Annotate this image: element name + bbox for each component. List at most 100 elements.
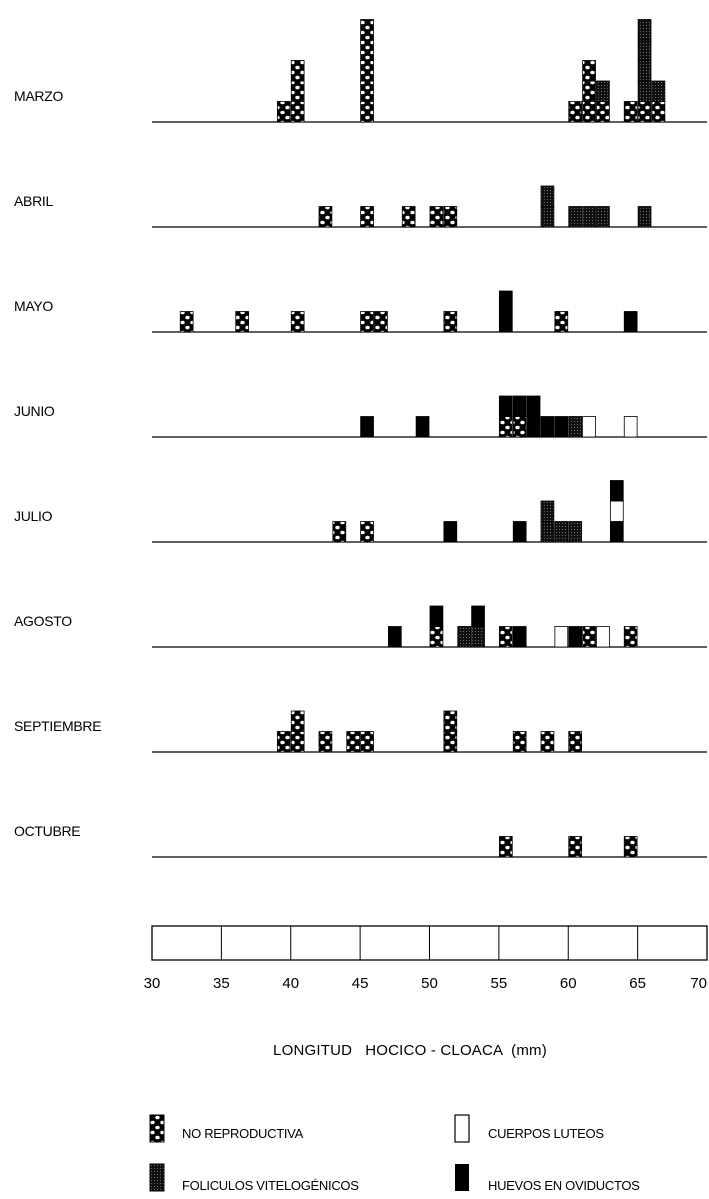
bar-segment-ho-agosto (512, 626, 527, 648)
bar-segment-nr-marzo (290, 60, 305, 82)
bar-segment-nr-marzo (290, 101, 305, 123)
bar-segment-nr-marzo (360, 39, 374, 61)
bar-segment-fv-marzo (637, 39, 652, 61)
bar-segment-nr-marzo (582, 101, 596, 123)
legend-swatch-solid (455, 1164, 469, 1191)
bar-segment-nr-marzo (568, 101, 583, 123)
bar-segment-nr-septiembre (443, 731, 458, 753)
month-panel-abril: ABRIL (14, 185, 707, 228)
bar-segment-nr-marzo (360, 19, 374, 41)
bar-segment-nr-marzo (276, 101, 291, 123)
bar-segment-nr-septiembre (512, 731, 527, 753)
month-label-junio: JUNIO (14, 403, 55, 419)
month-panel-julio: JULIO (14, 480, 707, 543)
bar-segment-nr-septiembre (290, 710, 305, 732)
bar-segment-nr-septiembre (360, 731, 374, 753)
bar-segment-fv-abril (582, 206, 596, 228)
bar-segment-fv-junio (568, 416, 583, 438)
x-tick-label: 40 (282, 975, 299, 992)
x-tick-label: 70 (690, 975, 707, 992)
x-axis-title: LONGITUD HOCICO - CLOACA (mm) (273, 1042, 547, 1059)
bar-segment-nr-marzo (582, 80, 596, 102)
x-tick-label: 50 (421, 975, 438, 992)
legend-item-no-reproductiva: NO REPRODUCTIVA (149, 1114, 304, 1143)
bar-segment-fv-marzo (637, 19, 652, 41)
x-tick-label: 30 (144, 975, 161, 992)
bar-segment-cl-junio (623, 416, 638, 438)
bar-segment-fv-abril (637, 206, 652, 228)
bar-segment-fv-agosto (471, 626, 485, 648)
legend-item-cuerpos-luteos: CUERPOS LUTEOS (454, 1114, 605, 1143)
bar-segment-nr-mayo (290, 311, 305, 333)
x-tick-label: 35 (213, 975, 230, 992)
month-label-septiembre: SEPTIEMBRE (14, 718, 101, 734)
bar-segment-nr-octubre (623, 836, 638, 858)
x-tick-label: 60 (560, 975, 577, 992)
legend-swatch-stipple (149, 1163, 165, 1192)
bar-segment-nr-marzo (360, 60, 374, 82)
monthly-histograms: MARZO ABRIL MAYO JUNIO JULIO AGOSTO SEPTIEMBRE… (14, 19, 707, 858)
bar-segment-nr-marzo (582, 60, 596, 82)
bar-segment-ho-agosto (471, 605, 485, 627)
bar-segment-fv-abril (568, 206, 583, 228)
bar-segment-fv-marzo (651, 80, 666, 102)
bar-segment-nr-abril (401, 206, 416, 228)
bar-segment-nr-marzo (623, 101, 638, 123)
month-panel-agosto: AGOSTO (14, 605, 707, 648)
x-tick-label: 65 (629, 975, 646, 992)
bar-segment-nr-abril (318, 206, 333, 228)
legend-swatch-dots (149, 1114, 165, 1143)
bar-segment-cl-agosto (554, 626, 569, 648)
bar-segment-nr-junio (498, 416, 513, 438)
bar-segment-nr-octubre (498, 836, 513, 858)
bar-segment-nr-abril (360, 206, 374, 228)
bar-segment-nr-mayo (554, 311, 569, 333)
bar-segment-fv-marzo (637, 80, 652, 102)
bar-segment-ho-junio (554, 416, 569, 438)
legend-label-no-reproductiva: NO REPRODUCTIVA (182, 1126, 304, 1141)
bar-segment-ho-agosto (387, 626, 402, 648)
bar-segment-ho-junio (360, 416, 374, 438)
bar-segment-nr-mayo (443, 311, 458, 333)
bar-segment-ho-julio (609, 521, 624, 543)
legend-label-foliculos-vitelogenicos: FOLICULOS VITELOGÉNICOS (182, 1178, 359, 1193)
bar-segment-nr-marzo (596, 101, 610, 123)
bar-segment-ho-junio (512, 395, 527, 417)
bar-segment-nr-septiembre (540, 731, 555, 753)
bar-segment-ho-mayo (498, 290, 513, 312)
bar-segment-nr-agosto (623, 626, 638, 648)
bar-segment-nr-marzo (651, 101, 666, 123)
bar-segment-nr-abril (443, 206, 458, 228)
bar-segment-ho-mayo (623, 311, 638, 333)
bar-segment-ho-junio (540, 416, 555, 438)
month-panel-mayo: MAYO (14, 290, 707, 333)
bar-segment-nr-septiembre (443, 710, 458, 732)
bar-segment-fv-julio (568, 521, 583, 543)
bar-segment-ho-julio (609, 480, 624, 502)
legend-swatch-open (454, 1114, 470, 1143)
legend-label-huevos-en-oviductos: HUEVOS EN OVIDUCTOS (488, 1178, 640, 1193)
bar-segment-nr-julio (360, 521, 374, 543)
bar-segment-ho-mayo (498, 311, 513, 333)
legend-label-cuerpos-luteos: CUERPOS LUTEOS (488, 1126, 604, 1141)
x-axis-scale-box (151, 925, 708, 961)
bar-segment-nr-septiembre (346, 731, 361, 753)
bar-segment-nr-junio (512, 416, 527, 438)
month-label-agosto: AGOSTO (14, 613, 72, 629)
bar-segment-nr-agosto (429, 626, 444, 648)
month-panel-marzo: MARZO (14, 19, 707, 123)
bar-segment-fv-abril (596, 206, 610, 228)
bar-segment-ho-junio (415, 416, 430, 438)
bar-segment-ho-julio (512, 521, 527, 543)
bar-segment-nr-septiembre (290, 731, 305, 753)
month-panel-septiembre: SEPTIEMBRE (14, 710, 707, 753)
bar-segment-nr-octubre (568, 836, 583, 858)
bar-segment-nr-septiembre (318, 731, 333, 753)
x-tick-label: 45 (352, 975, 369, 992)
bar-segment-nr-julio (332, 521, 347, 543)
bar-segment-fv-marzo (637, 60, 652, 82)
legend: NO REPRODUCTIVA CUERPOS LUTEOS FOLICULOS… (149, 1114, 640, 1193)
month-panel-junio: JUNIO (14, 395, 707, 438)
x-tick-label: 55 (491, 975, 508, 992)
